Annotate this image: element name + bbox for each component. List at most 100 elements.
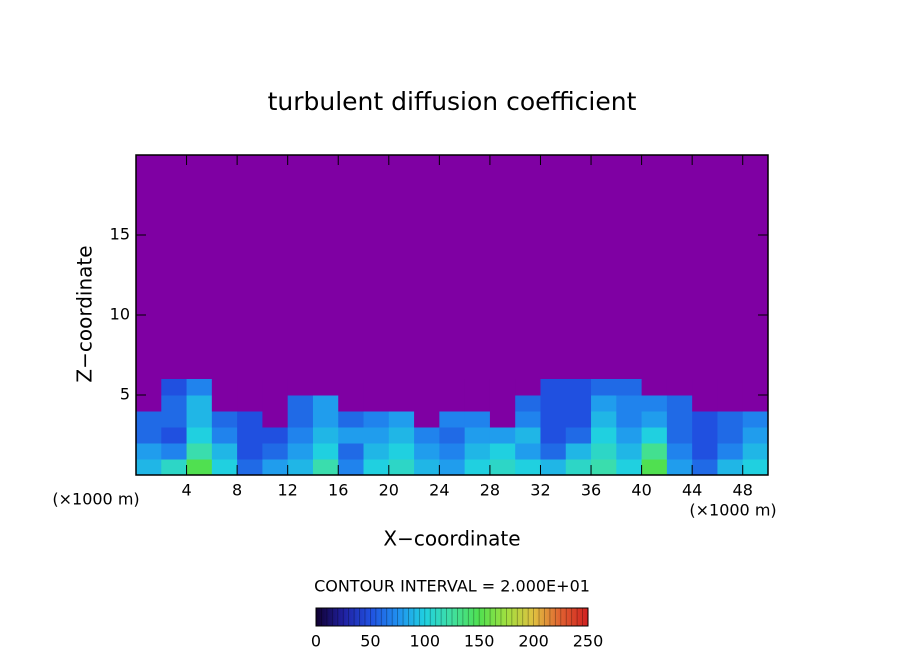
cell: [262, 443, 289, 460]
cell: [312, 379, 339, 396]
cell: [565, 459, 592, 476]
cell: [515, 459, 541, 476]
cell: [489, 379, 516, 396]
cell: [742, 411, 769, 428]
cell: [287, 459, 314, 476]
cell: [262, 459, 289, 476]
x-tick-label: 28: [480, 481, 500, 500]
cell: [363, 411, 390, 428]
cell: [186, 411, 213, 428]
x-tick-label: 40: [631, 481, 651, 500]
contour-interval: CONTOUR INTERVAL = 2.000E+01: [314, 577, 590, 596]
cell: [186, 459, 213, 476]
cell: [666, 443, 693, 460]
cell: [237, 443, 263, 460]
x-unit-label: (×1000 m): [689, 501, 776, 520]
x-tick-label: 44: [682, 481, 702, 500]
cell: [211, 379, 238, 396]
cell: [312, 395, 339, 412]
cell: [363, 379, 390, 396]
cell: [591, 411, 617, 428]
cell: [666, 379, 693, 396]
colorbar-tick-label: 50: [360, 632, 380, 651]
cell: [439, 379, 466, 396]
cell: [338, 427, 365, 444]
colorbar-tick-label: 0: [311, 632, 321, 651]
cell: [616, 411, 643, 428]
cell: [692, 427, 718, 444]
cell: [136, 379, 162, 396]
cell: [540, 411, 567, 428]
x-tick-label: 16: [328, 481, 348, 500]
cell: [540, 443, 567, 460]
cell: [641, 443, 668, 460]
cell: [692, 459, 718, 476]
cell: [262, 411, 289, 428]
cell: [211, 395, 238, 412]
cell: [136, 459, 162, 476]
colorbar-tick-label: 200: [518, 632, 549, 651]
cell: [616, 443, 643, 460]
x-axis-label: X−coordinate: [383, 527, 520, 551]
cell: [363, 459, 390, 476]
cell: [742, 395, 769, 412]
cell: [338, 443, 365, 460]
cell: [363, 427, 390, 444]
x-tick-label: 20: [379, 481, 399, 500]
cell: [237, 411, 263, 428]
y-tick-label: 5: [120, 385, 130, 404]
cell: [388, 395, 415, 412]
cell: [211, 411, 238, 428]
cell: [616, 379, 643, 396]
cell: [186, 443, 213, 460]
cell: [616, 395, 643, 412]
cell: [161, 459, 188, 476]
cell: [287, 379, 314, 396]
cell: [565, 411, 592, 428]
cell: [262, 395, 289, 412]
cell: [414, 427, 440, 444]
cell: [641, 411, 668, 428]
cell: [591, 459, 617, 476]
cell: [515, 411, 541, 428]
cell: [136, 427, 162, 444]
cell: [388, 379, 415, 396]
y-tick-label: 15: [110, 225, 130, 244]
cell: [641, 427, 668, 444]
colorbar: [315, 607, 589, 627]
cell: [742, 379, 769, 396]
cell: [515, 395, 541, 412]
y-tick-label: 10: [110, 305, 130, 324]
cell: [439, 427, 466, 444]
cell: [540, 379, 567, 396]
colorbar-tick-label: 100: [410, 632, 441, 651]
cell: [312, 411, 339, 428]
cell: [211, 443, 238, 460]
cell: [717, 379, 744, 396]
cell: [136, 395, 162, 412]
cell: [312, 459, 339, 476]
cell: [338, 459, 365, 476]
cell: [161, 395, 188, 412]
cell: [641, 459, 668, 476]
cell: [464, 459, 491, 476]
cell: [565, 379, 592, 396]
cell: [237, 395, 263, 412]
cell: [742, 427, 769, 444]
cell: [489, 411, 516, 428]
cell: [489, 459, 516, 476]
cell: [489, 443, 516, 460]
cell: [262, 379, 289, 396]
cell: [186, 427, 213, 444]
x-tick-label: 48: [733, 481, 753, 500]
cell: [439, 443, 466, 460]
x-tick-label: 24: [429, 481, 449, 500]
cell: [287, 443, 314, 460]
cell: [641, 395, 668, 412]
cell: [515, 443, 541, 460]
cell: [161, 411, 188, 428]
cell: [161, 379, 188, 396]
cell: [591, 443, 617, 460]
cell: [464, 427, 491, 444]
